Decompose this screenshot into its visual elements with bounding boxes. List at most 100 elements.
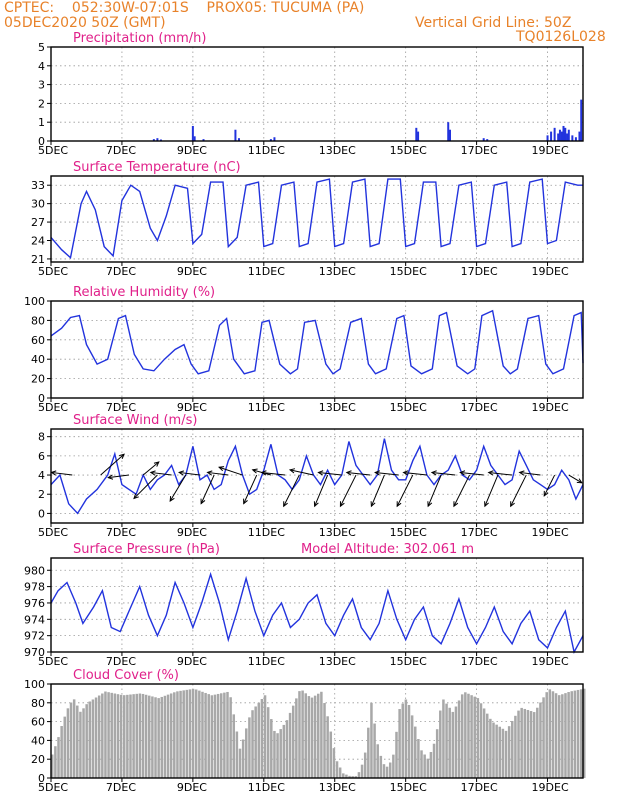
- cloud-bar: [398, 709, 401, 778]
- pressure-xtick-label: 7DEC: [106, 655, 136, 668]
- precipitation-xtick-label: 17DEC: [461, 144, 498, 157]
- cloud-bar: [520, 707, 523, 778]
- cloud-bar: [223, 692, 226, 778]
- pressure-xtick-label: 15DEC: [390, 655, 427, 668]
- precipitation-xtick-label: 9DEC: [177, 144, 207, 157]
- cloud-bar: [201, 691, 204, 778]
- cloud-bar: [451, 711, 455, 778]
- pressure-xtick-label: 5DEC: [38, 655, 68, 668]
- cloud-bar: [229, 697, 232, 778]
- cloud-bar: [226, 691, 229, 778]
- humidity-series-line: [50, 309, 584, 375]
- cloud-bar: [532, 712, 536, 778]
- humidity-xtick-label: 7DEC: [106, 401, 136, 414]
- cloud-bar: [583, 688, 586, 778]
- cloud-bar: [567, 692, 570, 778]
- wind-vector: [453, 474, 470, 507]
- wind-vector: [133, 474, 158, 499]
- wind-vector: [510, 474, 527, 507]
- wind-vector-head: [518, 470, 525, 476]
- cloud-bar: [182, 690, 185, 778]
- cloud-bar: [248, 717, 251, 778]
- cloud-bar: [457, 700, 461, 778]
- pressure-xtick-label: 13DEC: [319, 655, 356, 668]
- wind-vector-head: [169, 496, 175, 503]
- temperature-xtick-label: 17DEC: [461, 265, 498, 278]
- cloud-bar: [204, 692, 207, 778]
- wind-xtick-label: 11DEC: [248, 526, 285, 539]
- cloud-bar: [420, 750, 423, 778]
- cloud-bar: [104, 691, 107, 778]
- humidity-xtick-label: 19DEC: [532, 401, 569, 414]
- cloud-bar: [579, 689, 583, 778]
- precipitation-bar: [417, 131, 420, 141]
- wind-vector-head: [251, 468, 258, 474]
- precipitation-bar: [578, 131, 581, 141]
- cloud-bar: [132, 694, 135, 778]
- cloud-bar: [188, 689, 192, 778]
- temperature-xtick-label: 7DEC: [106, 265, 136, 278]
- cloud-bar: [504, 730, 508, 778]
- wind-xtick-label: 5DEC: [38, 526, 68, 539]
- cloud-bar: [464, 692, 467, 778]
- cloud-xtick-label: 9DEC: [177, 781, 207, 794]
- cloud-bar: [279, 729, 282, 778]
- cloud-bar: [257, 702, 261, 778]
- wind-vector: [200, 474, 215, 504]
- cloud-bar: [194, 689, 198, 778]
- cloud-bar: [442, 699, 445, 778]
- cloud-bar: [345, 774, 348, 778]
- wind-vector: [431, 471, 456, 476]
- wind-vector-head: [459, 470, 466, 476]
- cloud-bar: [429, 752, 433, 778]
- cloud-bar: [235, 731, 239, 778]
- wind-vector: [568, 474, 583, 484]
- humidity-ytick-label: 0: [38, 392, 45, 405]
- cloud-bar: [166, 694, 170, 778]
- wind-xtick-label: 13DEC: [319, 526, 356, 539]
- wind-vector: [169, 474, 187, 502]
- cloud-bar: [354, 776, 358, 778]
- cloud-bar: [116, 694, 120, 778]
- cloud-bar: [392, 754, 395, 778]
- wind-vector-head: [206, 470, 213, 476]
- precipitation-ytick-label: 3: [38, 79, 45, 92]
- cloud-bar: [210, 695, 214, 778]
- cloud-bar: [495, 724, 498, 778]
- temperature-xtick-label: 11DEC: [248, 265, 285, 278]
- precipitation-ytick-label: 0: [38, 135, 45, 148]
- precipitation-bar: [159, 139, 162, 141]
- cloud-bar: [163, 695, 167, 778]
- cloud-bar: [285, 720, 289, 778]
- precipitation-xtick-label: 5DEC: [38, 144, 68, 157]
- wind-vector: [283, 474, 300, 507]
- cloud-bar: [385, 766, 389, 778]
- humidity-xtick-label: 11DEC: [248, 401, 285, 414]
- cloud-bar: [276, 733, 279, 778]
- precipitation-ytick-label: 4: [38, 60, 45, 73]
- cloud-xtick-label: 13DEC: [319, 781, 356, 794]
- cloud-ytick-label: 20: [31, 753, 45, 766]
- precipitation-bar: [447, 122, 450, 141]
- cloud-bar: [473, 696, 476, 778]
- wind-ytick-label: 8: [38, 431, 45, 444]
- wind-vector: [339, 474, 357, 507]
- cloud-bar: [423, 754, 426, 778]
- precipitation-bar: [574, 137, 577, 141]
- wind-vector-head: [453, 501, 459, 508]
- cloud-bar: [66, 708, 70, 778]
- cloud-bar: [113, 693, 117, 778]
- cloud-ytick-label: 60: [31, 716, 45, 729]
- wind-vector: [460, 471, 484, 476]
- humidity-ytick-label: 40: [31, 353, 45, 366]
- cloud-xtick-label: 5DEC: [38, 781, 68, 794]
- cloud-ytick-label: 80: [31, 697, 45, 710]
- cloud-xtick-label: 15DEC: [390, 781, 427, 794]
- wind-ytick-label: 2: [38, 488, 45, 501]
- cloud-bar: [448, 707, 451, 778]
- wind-vector-head: [243, 498, 248, 505]
- cloud-bar: [198, 690, 201, 778]
- wind-vector-head: [283, 501, 288, 508]
- cloud-bar: [467, 693, 470, 778]
- cloud-bar: [573, 690, 577, 778]
